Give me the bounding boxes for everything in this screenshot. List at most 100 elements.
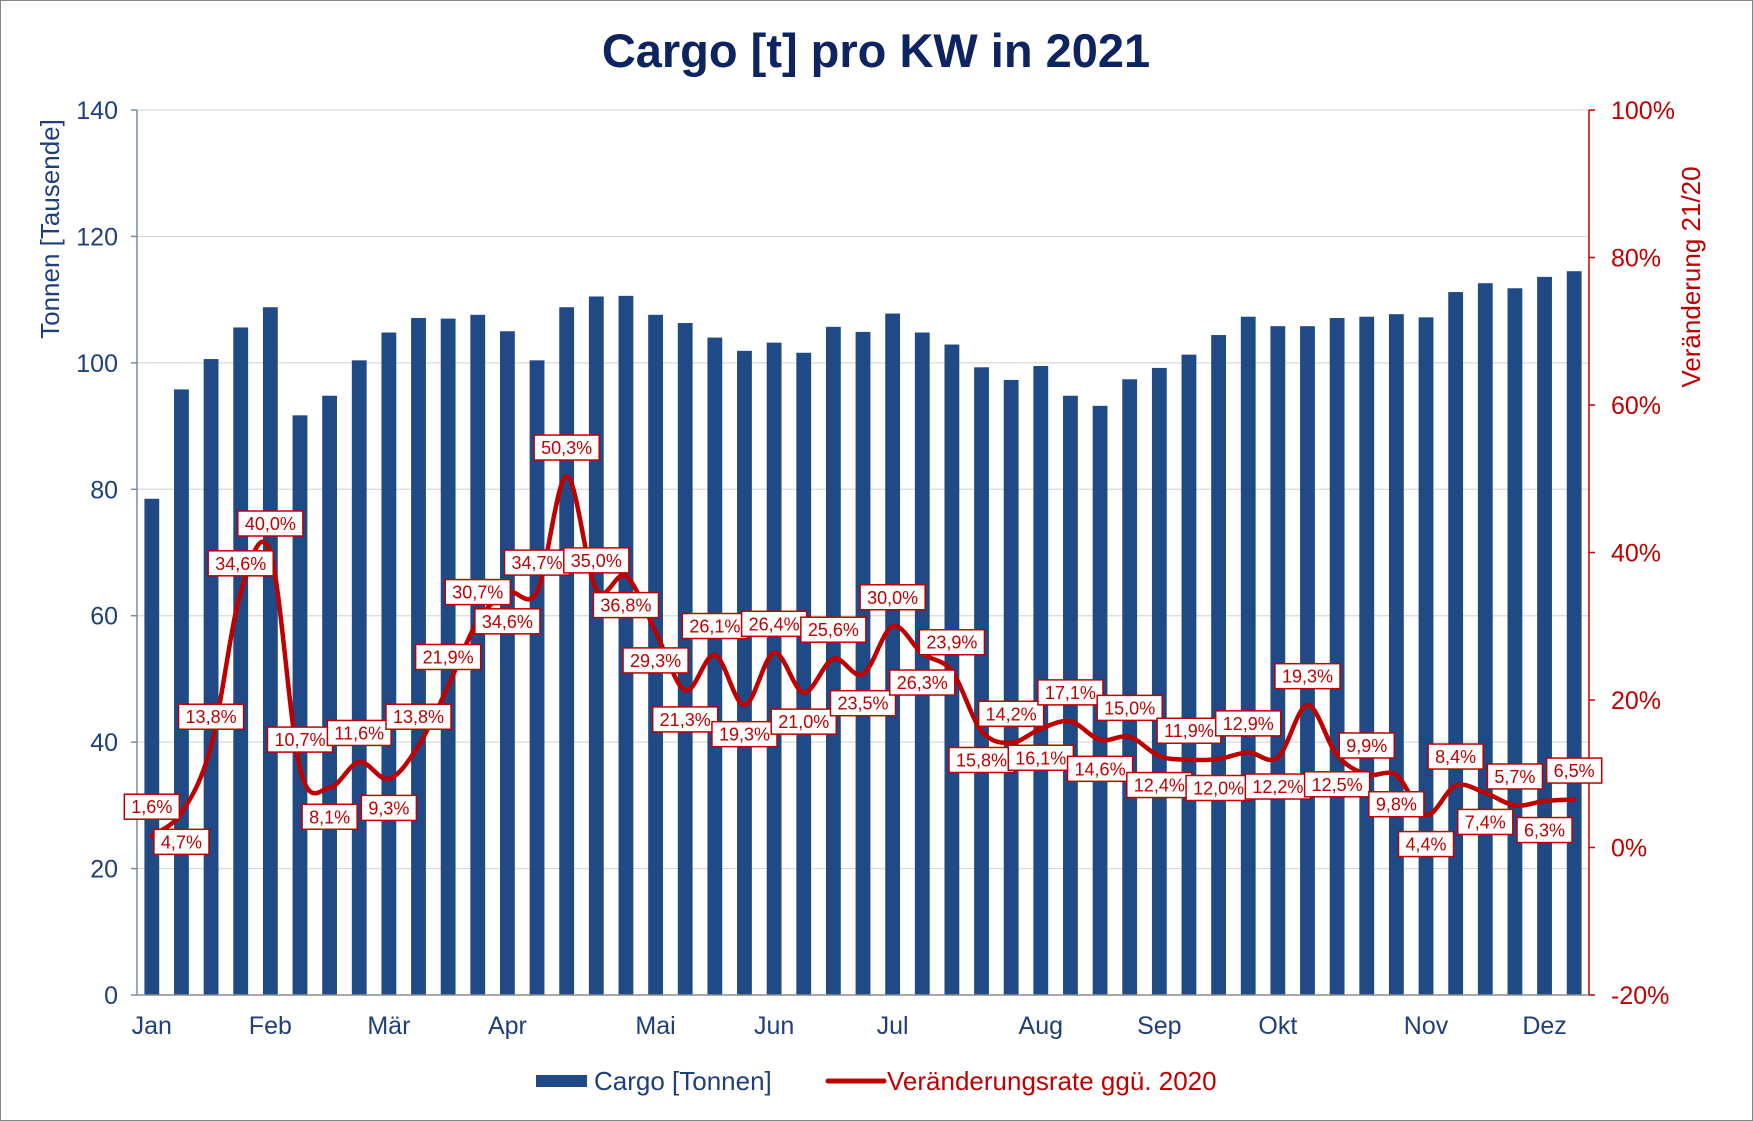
data-label: 19,3% (1274, 662, 1341, 690)
data-label: 36,8% (592, 591, 660, 619)
legend-label-cargo: Cargo [Tonnen] (594, 1066, 772, 1096)
data-label-text: 15,0% (1104, 698, 1155, 718)
data-label-text: 23,5% (837, 694, 888, 714)
data-label-box (918, 628, 986, 656)
data-label: 23,5% (829, 689, 897, 717)
data-label-box (237, 510, 304, 537)
data-label-text: 21,9% (423, 647, 474, 667)
data-label-text: 6,3% (1524, 821, 1565, 841)
bar-cargo-week (1122, 379, 1138, 995)
x-axis-month-label: Nov (1404, 1012, 1449, 1040)
data-label: 30,7% (444, 578, 512, 606)
bar-cargo-week (1003, 379, 1019, 995)
data-label: 21,0% (770, 708, 838, 735)
data-label: 15,8% (948, 746, 1015, 774)
data-label-text: 36,8% (600, 596, 651, 616)
x-axis-month-label: Feb (249, 1012, 292, 1040)
x-axis-month-label: Mai (635, 1012, 675, 1040)
data-label-box (177, 703, 245, 730)
data-label: 35,0% (563, 547, 630, 574)
data-label-box (800, 616, 867, 643)
y-axis-left-tick-label: 100 (76, 350, 118, 378)
y-axis-left-tick-label: 20 (90, 856, 118, 884)
data-label-text: 1,6% (131, 797, 172, 817)
bar-cargo-week (559, 307, 575, 995)
data-label: 11,9% (1156, 717, 1222, 744)
y-axis-right-tick-label: 100% (1611, 97, 1675, 125)
data-label-text: 34,6% (482, 612, 533, 632)
data-label-box (1545, 757, 1603, 784)
data-label: 30,0% (859, 584, 926, 611)
data-label-text: 5,7% (1494, 767, 1535, 787)
chart-title: Cargo [t] pro KW in 2021 (602, 24, 1150, 77)
data-label-box (622, 647, 689, 674)
data-label-text: 11,6% (334, 723, 384, 743)
bar-cargo-week (1418, 317, 1434, 995)
y-axis-left-tick-label: 140 (76, 97, 118, 125)
data-label: 10,7% (266, 726, 334, 753)
data-label-box (503, 549, 571, 576)
data-label-box (207, 550, 274, 577)
data-label: 6,5% (1545, 757, 1603, 784)
data-label-text: 8,1% (309, 807, 350, 827)
x-axis-month-label: Jun (754, 1012, 794, 1040)
bar-cargo-week (914, 332, 930, 995)
data-label: 19,3% (711, 720, 778, 748)
bar-cargo-week (1300, 326, 1315, 995)
bar-cargo-week (529, 360, 545, 995)
data-label-text: 12,5% (1312, 775, 1363, 795)
data-label-box (444, 578, 512, 606)
data-label: 1,6% (123, 793, 181, 820)
data-label-text: 34,7% (512, 553, 563, 573)
bar-cargo-week (233, 327, 249, 995)
x-axis-month-label: Apr (488, 1012, 527, 1040)
data-label-text: 14,2% (986, 704, 1037, 724)
bar-cargo-week (618, 295, 634, 996)
data-label-box (1397, 830, 1455, 858)
x-axis-month-label: Jul (877, 1012, 909, 1040)
data-label: 12,5% (1303, 771, 1371, 798)
data-label: 4,7% (153, 828, 210, 856)
legend: Cargo [Tonnen] Veränderungsrate ggü. 202… (536, 1066, 1217, 1096)
data-label-box (123, 793, 181, 820)
data-label-box (1486, 763, 1544, 790)
data-label-text: 40,0% (245, 514, 296, 534)
bar-cargo-week (1359, 316, 1375, 996)
data-label-box (711, 720, 778, 748)
data-label: 9,3% (360, 794, 418, 822)
data-label-text: 21,0% (778, 712, 829, 732)
data-label-text: 17,1% (1045, 683, 1096, 703)
data-label: 9,8% (1368, 790, 1425, 818)
data-label-text: 4,4% (1406, 835, 1447, 855)
data-label: 25,6% (800, 616, 867, 643)
y-axis-right-tick-label: -20% (1611, 982, 1669, 1010)
data-label: 12,9% (1214, 710, 1282, 737)
x-axis-month-label: Okt (1258, 1012, 1297, 1040)
data-label-box (1096, 694, 1163, 722)
bar-cargo-week (1270, 326, 1286, 995)
bar-cargo-week (203, 359, 219, 995)
data-label-text: 14,6% (1075, 759, 1126, 779)
data-label-text: 35,0% (571, 551, 622, 571)
bar-cargo-week (174, 389, 189, 996)
data-label: 26,1% (681, 612, 749, 640)
data-label-box (1427, 743, 1484, 770)
data-label-box (1338, 732, 1396, 759)
data-label-box (829, 689, 897, 717)
bar-cargo-week (144, 498, 160, 995)
data-label: 23,9% (918, 628, 986, 656)
data-label: 13,8% (385, 703, 452, 730)
data-label-text: 7,4% (1465, 812, 1506, 832)
bar-cargo-week (1211, 335, 1226, 995)
bar-cargo-week (885, 313, 901, 995)
data-label: 50,3% (533, 434, 600, 461)
legend-item-change-rate: Veränderungsrate ggü. 2020 (825, 1066, 1217, 1096)
y-axis-left-tick-label: 60 (90, 603, 118, 631)
data-label-text: 13,8% (186, 707, 237, 727)
data-label-box (533, 434, 600, 461)
bar-cargo-week (974, 367, 989, 996)
data-label: 8,4% (1427, 743, 1484, 770)
bar-cargo-week (1181, 354, 1197, 995)
data-label-text: 34,6% (215, 554, 266, 574)
